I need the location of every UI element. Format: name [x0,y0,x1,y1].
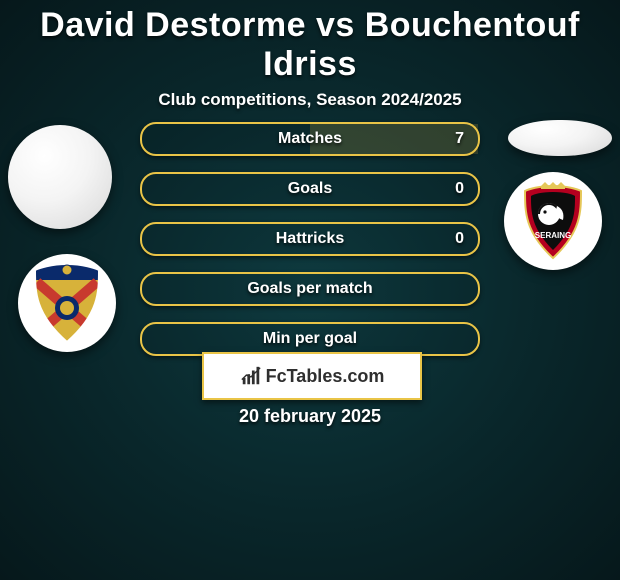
club-left-crest [18,254,116,352]
crest-text: SERAING [535,231,571,240]
page-subtitle: Club competitions, Season 2024/2025 [0,90,620,110]
bars-icon [240,365,262,387]
stat-label: Min per goal [142,324,478,354]
shield-icon [31,262,103,344]
stat-row-hattricks: Hattricks 0 [140,222,480,256]
stat-row-goals: Goals 0 [140,172,480,206]
page-title: David Destorme vs Bouchentouf Idriss [0,0,620,84]
comparison-card: David Destorme vs Bouchentouf Idriss Clu… [0,0,620,580]
stats-list: Matches 7 Goals 0 Hattricks 0 Goals per … [140,122,480,372]
stat-label: Goals per match [142,274,478,304]
stat-value-right: 7 [455,124,464,154]
club-right-crest: SERAING [504,172,602,270]
stat-row-min-per-goal: Min per goal [140,322,480,356]
player-left-avatar [8,125,112,229]
brand-link[interactable]: FcTables.com [202,352,422,400]
player-right-avatar [508,120,612,156]
shield-icon: SERAING [517,180,589,262]
stat-value-right: 0 [455,174,464,204]
brand-text: FcTables.com [266,366,385,387]
stat-row-goals-per-match: Goals per match [140,272,480,306]
stat-value-right: 0 [455,224,464,254]
stat-label: Goals [142,174,478,204]
date-text: 20 february 2025 [0,406,620,427]
stat-label: Hattricks [142,224,478,254]
stat-fill [310,124,478,154]
stat-row-matches: Matches 7 [140,122,480,156]
